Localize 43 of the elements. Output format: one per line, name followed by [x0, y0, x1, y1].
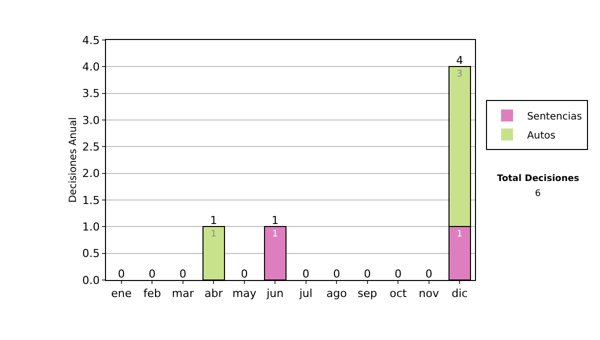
x-tick-label: jul	[298, 287, 312, 300]
legend-label: Autos	[527, 130, 556, 142]
x-tick-label: dic	[452, 287, 468, 300]
data-label: 1	[272, 230, 278, 240]
total-label: 1	[272, 214, 279, 227]
legend-label: Sentencias	[527, 111, 582, 122]
text: Total Decisiones	[497, 174, 580, 184]
total-label: 0	[333, 267, 340, 280]
y-tick-label: 3.5	[82, 87, 100, 100]
y-tick-label: 4.0	[82, 60, 100, 74]
x-tick-label: oct	[390, 287, 408, 300]
data-label: 1	[210, 230, 216, 240]
x-tick-label: may	[232, 287, 257, 300]
total-label: 0	[118, 267, 125, 280]
total-label: 0	[425, 267, 432, 280]
y-tick-label: 0.0	[82, 274, 100, 287]
x-tick-label: feb	[143, 287, 161, 300]
text: 6	[535, 189, 541, 199]
data-label: 1	[456, 230, 462, 240]
y-tick-label: 1.5	[82, 194, 100, 207]
y-axis-title: Decisiones Anual	[68, 117, 79, 203]
y-tick-label: 2.0	[82, 167, 100, 180]
total-label: 1	[210, 214, 218, 227]
total-label: 0	[148, 267, 156, 280]
total-label: 0	[394, 267, 402, 280]
data-label: 3	[456, 70, 462, 80]
total-label: 0	[179, 267, 186, 280]
x-tick-label: abr	[204, 287, 224, 300]
total-label: 0	[302, 267, 310, 280]
y-tick-label: 0.5	[82, 247, 100, 260]
total-label: 0	[364, 267, 371, 280]
y-tick-label: 2.5	[82, 140, 100, 154]
x-tick-label: sep	[358, 287, 378, 300]
total-label: 0	[240, 267, 248, 280]
y-tick-label: 4.5	[82, 34, 100, 47]
x-tick-label: jun	[266, 287, 284, 300]
y-tick-label: 3.0	[82, 114, 100, 127]
x-tick-label: ago	[326, 287, 348, 300]
y-tick-label: 1.0	[82, 220, 100, 234]
x-tick-label: mar	[172, 287, 194, 300]
x-tick-label: ene	[111, 287, 132, 300]
x-tick-label: nov	[418, 287, 440, 300]
total-label: 4	[456, 54, 464, 67]
